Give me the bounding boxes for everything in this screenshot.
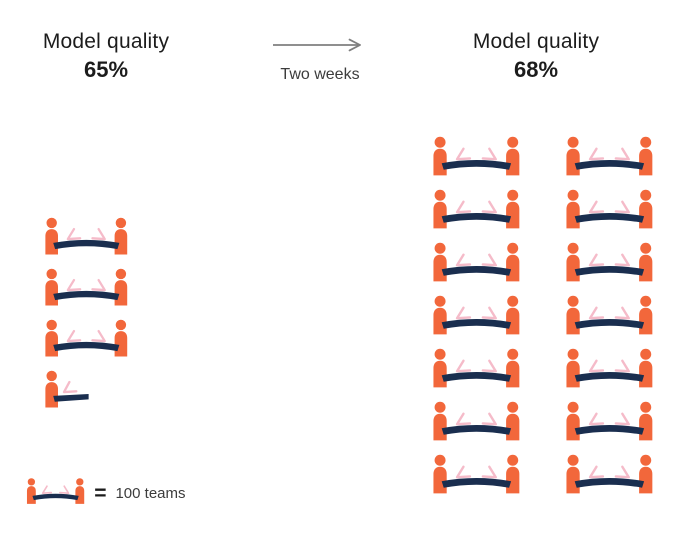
legend: = 100 teams	[26, 477, 186, 510]
team-icon	[432, 294, 521, 336]
before-icon-grid	[44, 216, 129, 409]
team-icon	[44, 267, 129, 307]
team-icon	[44, 216, 129, 256]
team-icon	[26, 477, 85, 505]
half-team-icon	[44, 369, 92, 409]
team-icon	[44, 318, 129, 358]
before-title: Model quality	[42, 30, 170, 53]
team-icon	[565, 453, 654, 495]
team-icon	[432, 188, 521, 230]
team-icon	[432, 347, 521, 389]
legend-equals-sign: =	[94, 482, 107, 505]
after-quality-value: 68%	[513, 57, 559, 82]
team-icon	[565, 347, 654, 389]
team-icon	[565, 241, 654, 283]
transition-block: Two weeks	[270, 38, 370, 84]
right-arrow-icon	[273, 38, 361, 52]
team-icon	[432, 135, 521, 177]
team-icon	[432, 400, 521, 442]
team-icon	[565, 400, 654, 442]
after-title: Model quality	[472, 30, 600, 53]
team-icon	[432, 241, 521, 283]
before-quality-value: 65%	[83, 57, 129, 82]
team-icon	[565, 294, 654, 336]
after-icon-grid	[432, 135, 655, 495]
legend-unit-label: 100 teams	[115, 485, 186, 502]
team-icon	[432, 453, 521, 495]
legend-icon-slot	[26, 477, 85, 510]
transition-label: Two weeks	[280, 66, 360, 83]
after-panel-header: Model quality 68%	[448, 30, 624, 83]
team-icon	[565, 188, 654, 230]
before-panel-header: Model quality 65%	[18, 30, 194, 83]
team-icon	[565, 135, 654, 177]
